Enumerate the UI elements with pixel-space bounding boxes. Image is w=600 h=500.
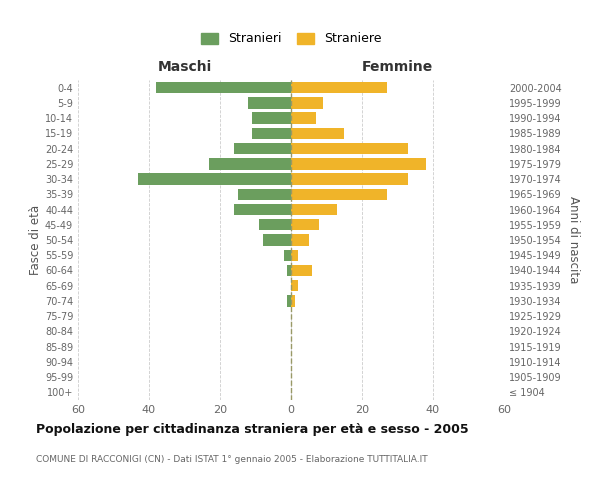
Bar — [291, 97, 323, 108]
Bar — [238, 188, 291, 200]
Bar — [287, 265, 291, 276]
Bar — [291, 158, 426, 170]
Legend: Stranieri, Straniere: Stranieri, Straniere — [197, 28, 385, 49]
Bar — [291, 250, 298, 261]
Text: Maschi: Maschi — [157, 60, 212, 74]
Bar — [248, 97, 291, 108]
Bar — [291, 82, 387, 94]
Bar — [291, 204, 337, 215]
Bar — [252, 128, 291, 139]
Bar — [291, 112, 316, 124]
Bar — [234, 143, 291, 154]
Bar — [291, 188, 387, 200]
Bar — [291, 265, 313, 276]
Bar — [291, 280, 298, 291]
Bar — [139, 174, 291, 185]
Bar — [291, 128, 344, 139]
Bar — [263, 234, 291, 246]
Bar — [156, 82, 291, 94]
Bar — [291, 219, 319, 230]
Y-axis label: Fasce di età: Fasce di età — [29, 205, 42, 275]
Text: COMUNE DI RACCONIGI (CN) - Dati ISTAT 1° gennaio 2005 - Elaborazione TUTTITALIA.: COMUNE DI RACCONIGI (CN) - Dati ISTAT 1°… — [36, 455, 428, 464]
Bar — [291, 234, 309, 246]
Bar — [291, 174, 408, 185]
Bar — [209, 158, 291, 170]
Bar — [252, 112, 291, 124]
Text: Popolazione per cittadinanza straniera per età e sesso - 2005: Popolazione per cittadinanza straniera p… — [36, 422, 469, 436]
Bar — [259, 219, 291, 230]
Bar — [291, 143, 408, 154]
Bar — [234, 204, 291, 215]
Bar — [287, 295, 291, 306]
Y-axis label: Anni di nascita: Anni di nascita — [567, 196, 580, 284]
Bar — [284, 250, 291, 261]
Text: Femmine: Femmine — [362, 60, 433, 74]
Bar — [291, 295, 295, 306]
